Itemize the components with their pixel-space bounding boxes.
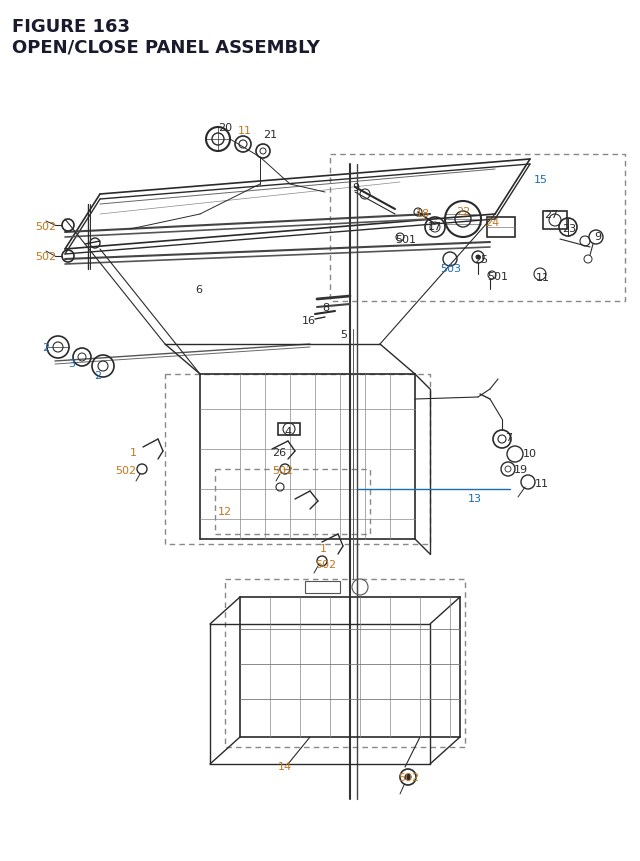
Bar bbox=[543, 212, 567, 230]
Text: 7: 7 bbox=[505, 432, 512, 443]
Text: 2: 2 bbox=[42, 343, 49, 353]
Text: 502: 502 bbox=[115, 466, 136, 475]
Text: 23: 23 bbox=[562, 224, 576, 233]
Text: 27: 27 bbox=[544, 210, 558, 220]
Text: 22: 22 bbox=[456, 207, 470, 217]
Text: 26: 26 bbox=[272, 448, 286, 457]
Circle shape bbox=[476, 256, 480, 260]
Text: 13: 13 bbox=[468, 493, 482, 504]
Text: 1: 1 bbox=[130, 448, 137, 457]
Text: 1: 1 bbox=[320, 543, 327, 554]
Text: 11: 11 bbox=[238, 126, 252, 136]
Text: 503: 503 bbox=[440, 263, 461, 274]
Text: 11: 11 bbox=[536, 273, 550, 282]
Text: 502: 502 bbox=[315, 560, 336, 569]
Bar bbox=[487, 218, 515, 238]
Text: 502: 502 bbox=[272, 466, 293, 475]
Text: 25: 25 bbox=[474, 255, 488, 264]
Text: 10: 10 bbox=[523, 449, 537, 458]
Text: OPEN/CLOSE PANEL ASSEMBLY: OPEN/CLOSE PANEL ASSEMBLY bbox=[12, 38, 320, 56]
Text: 2: 2 bbox=[94, 370, 101, 381]
Text: 17: 17 bbox=[428, 222, 442, 232]
Text: 16: 16 bbox=[302, 316, 316, 325]
Text: 14: 14 bbox=[278, 761, 292, 771]
Text: 502: 502 bbox=[35, 251, 56, 262]
Circle shape bbox=[405, 774, 411, 780]
Text: 502: 502 bbox=[35, 222, 56, 232]
Text: 3: 3 bbox=[68, 358, 75, 369]
Text: 19: 19 bbox=[514, 464, 528, 474]
Text: 4: 4 bbox=[284, 426, 291, 437]
Text: 15: 15 bbox=[534, 175, 548, 185]
Text: 11: 11 bbox=[535, 479, 549, 488]
Text: 21: 21 bbox=[263, 130, 277, 139]
Text: 12: 12 bbox=[218, 506, 232, 517]
Text: 9: 9 bbox=[594, 232, 601, 242]
Text: 18: 18 bbox=[416, 208, 430, 219]
Text: 8: 8 bbox=[322, 303, 329, 313]
Text: 9: 9 bbox=[352, 183, 359, 193]
Text: 502: 502 bbox=[398, 772, 419, 782]
Text: 24: 24 bbox=[485, 218, 499, 228]
Text: 501: 501 bbox=[395, 235, 416, 245]
Text: 20: 20 bbox=[218, 123, 232, 133]
Text: FIGURE 163: FIGURE 163 bbox=[12, 18, 130, 36]
Bar bbox=[278, 424, 300, 436]
Text: 501: 501 bbox=[487, 272, 508, 282]
Bar bbox=[305, 581, 340, 593]
Text: 5: 5 bbox=[340, 330, 347, 339]
Text: 6: 6 bbox=[195, 285, 202, 294]
